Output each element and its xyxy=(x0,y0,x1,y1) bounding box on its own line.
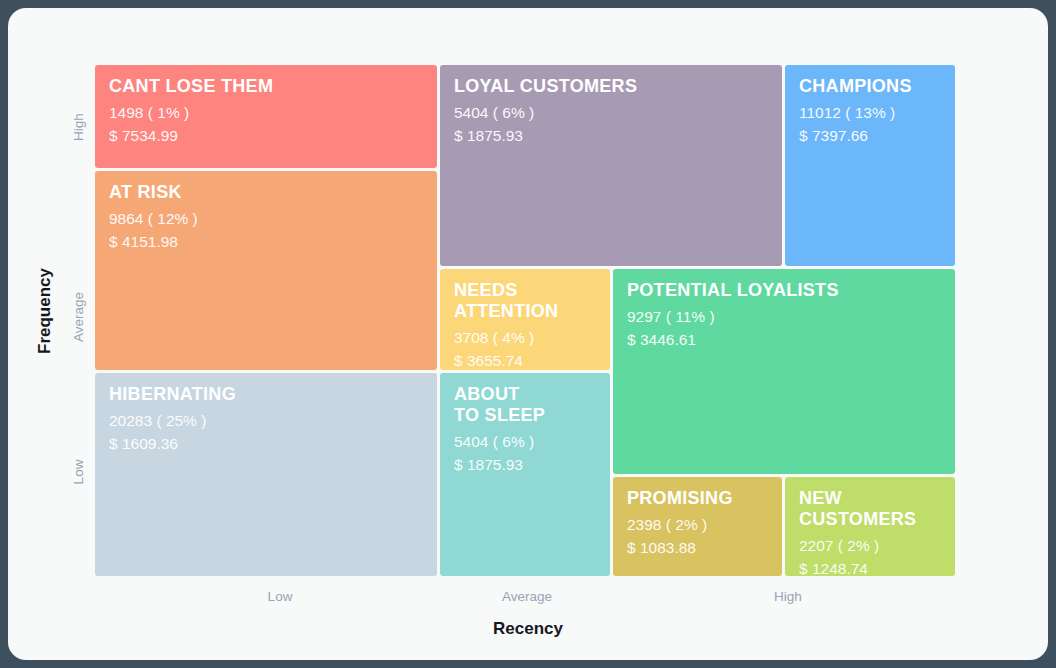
segment-title: HIBERNATING xyxy=(109,384,423,405)
segment-count: 3708 ( 4% ) xyxy=(454,327,596,349)
segment-monetary: $ 3655.74 xyxy=(454,350,596,370)
segment-cant-lose-them[interactable]: CANT LOSE THEM 1498 ( 1% ) $ 7534.99 xyxy=(95,65,437,168)
y-axis-tick-low: Low xyxy=(71,460,86,485)
segment-potential-loyalists[interactable]: POTENTIAL LOYALISTS 9297 ( 11% ) $ 3446.… xyxy=(613,269,955,474)
segment-count: 11012 ( 13% ) xyxy=(799,102,941,124)
segment-count: 5404 ( 6% ) xyxy=(454,431,596,453)
x-axis-tick-average: Average xyxy=(502,589,552,604)
segment-at-risk[interactable]: AT RISK 9864 ( 12% ) $ 4151.98 xyxy=(95,171,437,370)
segment-title: NEW CUSTOMERS xyxy=(799,488,941,530)
segment-title: POTENTIAL LOYALISTS xyxy=(627,280,941,301)
segment-count: 1498 ( 1% ) xyxy=(109,102,423,124)
page-background: Frequency High Average Low Low Average H… xyxy=(0,0,1056,668)
segment-monetary: $ 3446.61 xyxy=(627,329,941,351)
segment-title: ABOUT TO SLEEP xyxy=(454,384,596,426)
segment-monetary: $ 1875.93 xyxy=(454,125,768,147)
segment-hibernating[interactable]: HIBERNATING 20283 ( 25% ) $ 1609.36 xyxy=(95,373,437,576)
segment-promising[interactable]: PROMISING 2398 ( 2% ) $ 1083.88 xyxy=(613,477,782,576)
segment-title: NEEDS ATTENTION xyxy=(454,280,596,322)
segment-count: 5404 ( 6% ) xyxy=(454,102,768,124)
segment-monetary: $ 4151.98 xyxy=(109,231,423,253)
segment-count: 2207 ( 2% ) xyxy=(799,535,941,557)
segment-count: 2398 ( 2% ) xyxy=(627,514,768,536)
segment-new-customers[interactable]: NEW CUSTOMERS 2207 ( 2% ) $ 1248.74 xyxy=(785,477,955,576)
x-axis-tick-high: High xyxy=(774,589,802,604)
segment-champions[interactable]: CHAMPIONS 11012 ( 13% ) $ 7397.66 xyxy=(785,65,955,266)
y-axis-tick-high: High xyxy=(71,113,86,141)
segment-monetary: $ 1248.74 xyxy=(799,558,941,576)
segment-title: CANT LOSE THEM xyxy=(109,76,423,97)
segment-monetary: $ 1875.93 xyxy=(454,454,596,476)
segment-title: LOYAL CUSTOMERS xyxy=(454,76,768,97)
segment-title: PROMISING xyxy=(627,488,768,509)
segment-loyal-customers[interactable]: LOYAL CUSTOMERS 5404 ( 6% ) $ 1875.93 xyxy=(440,65,782,266)
segment-monetary: $ 1083.88 xyxy=(627,537,768,559)
segment-monetary: $ 7534.99 xyxy=(109,125,423,147)
segment-needs-attention[interactable]: NEEDS ATTENTION 3708 ( 4% ) $ 3655.74 xyxy=(440,269,610,370)
rfm-segment-grid: CANT LOSE THEM 1498 ( 1% ) $ 7534.99 LOY… xyxy=(95,65,955,576)
y-axis-tick-average: Average xyxy=(71,292,86,342)
segment-title: AT RISK xyxy=(109,182,423,203)
segment-count: 9864 ( 12% ) xyxy=(109,208,423,230)
x-axis-tick-low: Low xyxy=(268,589,293,604)
segment-count: 9297 ( 11% ) xyxy=(627,306,941,328)
segment-title: CHAMPIONS xyxy=(799,76,941,97)
x-axis-title: Recency xyxy=(493,619,563,639)
segment-count: 20283 ( 25% ) xyxy=(109,410,423,432)
segment-about-to-sleep[interactable]: ABOUT TO SLEEP 5404 ( 6% ) $ 1875.93 xyxy=(440,373,610,576)
y-axis-title: Frequency xyxy=(35,268,55,354)
segment-monetary: $ 1609.36 xyxy=(109,433,423,455)
segment-monetary: $ 7397.66 xyxy=(799,125,941,147)
